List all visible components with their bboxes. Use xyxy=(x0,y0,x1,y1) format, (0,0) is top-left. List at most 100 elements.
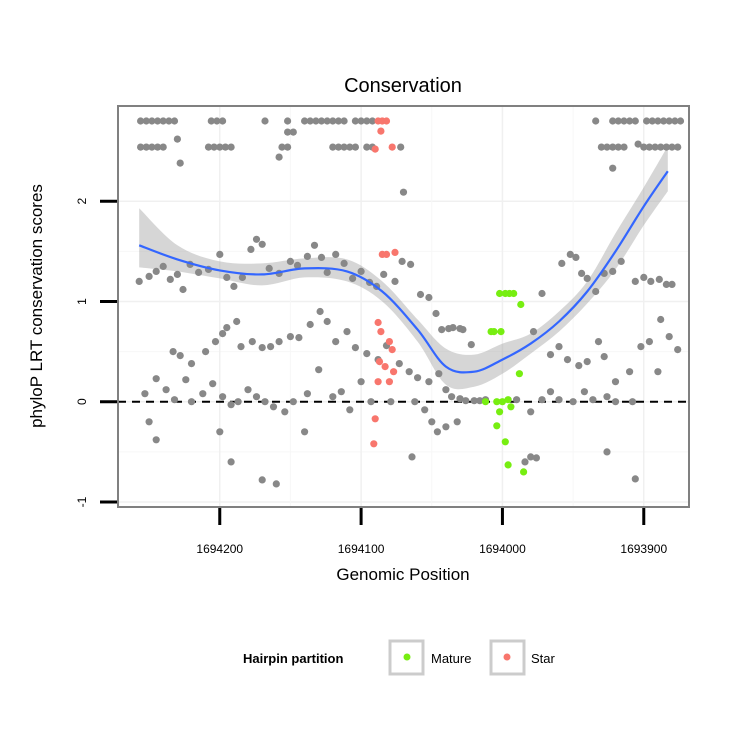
data-point-other xyxy=(351,344,359,352)
data-point-other xyxy=(407,260,415,268)
data-point-other xyxy=(620,117,628,125)
data-point-other xyxy=(609,143,617,151)
data-point-other xyxy=(317,117,326,125)
data-point-other xyxy=(660,117,668,125)
data-point-star xyxy=(377,127,385,135)
data-point-star xyxy=(388,346,396,354)
data-point-other xyxy=(199,390,207,398)
chart-title: Conservation xyxy=(344,75,462,97)
points-layer xyxy=(135,117,685,488)
data-point-mature xyxy=(496,289,504,298)
data-point-star xyxy=(377,328,385,336)
data-point-star xyxy=(382,250,391,258)
data-point-other xyxy=(303,390,311,398)
data-point-other xyxy=(668,280,676,288)
data-point-other xyxy=(173,270,181,278)
smooth-line-layer xyxy=(138,170,669,374)
data-point-other xyxy=(340,117,348,125)
data-point-star xyxy=(388,143,396,151)
data-point-other xyxy=(674,143,682,151)
data-point-other xyxy=(432,309,440,318)
data-point-other xyxy=(448,393,456,401)
data-point-other xyxy=(284,117,292,125)
data-point-other xyxy=(411,398,419,406)
data-point-other xyxy=(258,240,266,248)
data-point-other xyxy=(337,388,345,396)
data-point-other xyxy=(609,164,617,172)
data-point-other xyxy=(363,350,371,358)
data-point-other xyxy=(647,277,655,285)
data-point-other xyxy=(634,140,642,148)
data-point-other xyxy=(216,250,224,258)
data-point-other xyxy=(223,324,231,332)
data-point-other xyxy=(227,458,235,466)
data-point-other xyxy=(209,380,217,388)
legend-label-star: Star xyxy=(531,651,556,666)
data-point-other xyxy=(363,143,371,151)
data-point-other xyxy=(637,343,645,351)
data-point-other xyxy=(453,418,461,426)
data-point-mature xyxy=(497,328,505,336)
data-point-other xyxy=(278,143,286,151)
data-point-other xyxy=(223,273,231,281)
data-point-other xyxy=(421,406,429,414)
data-point-other xyxy=(611,398,620,406)
data-point-other xyxy=(611,378,620,386)
data-point-other xyxy=(609,117,617,125)
data-point-other xyxy=(334,117,343,125)
data-point-other xyxy=(170,117,179,125)
data-point-star xyxy=(390,368,398,376)
data-point-other xyxy=(316,307,324,316)
data-point-other xyxy=(187,398,196,406)
data-point-other xyxy=(597,143,606,151)
data-point-mature xyxy=(515,370,524,378)
data-point-other xyxy=(312,117,320,125)
data-point-other xyxy=(387,398,395,406)
data-point-other xyxy=(247,245,255,253)
data-point-other xyxy=(391,277,399,285)
data-point-mature xyxy=(493,422,501,430)
data-point-star xyxy=(381,363,389,371)
data-point-mature xyxy=(496,408,504,416)
data-point-other xyxy=(284,128,292,136)
data-point-other xyxy=(655,275,663,283)
data-point-other xyxy=(442,423,450,431)
data-point-other xyxy=(238,273,246,281)
data-point-other xyxy=(467,341,475,349)
data-point-other xyxy=(555,343,563,351)
data-point-other xyxy=(631,475,639,483)
data-point-other xyxy=(148,143,156,151)
data-point-mature xyxy=(517,300,525,309)
x-tick-label: 1694100 xyxy=(338,542,385,556)
data-point-other xyxy=(665,333,673,341)
data-point-other xyxy=(546,388,555,396)
data-point-other xyxy=(349,274,357,282)
data-point-other xyxy=(614,117,622,125)
data-point-other xyxy=(152,436,160,444)
data-point-other xyxy=(204,143,213,151)
data-point-other xyxy=(592,287,600,296)
data-point-other xyxy=(284,143,292,151)
data-point-other xyxy=(265,264,273,272)
data-point-other xyxy=(289,128,297,136)
data-point-other xyxy=(603,143,611,151)
data-point-other xyxy=(154,117,162,125)
data-point-other xyxy=(234,398,242,406)
data-point-other xyxy=(289,398,297,406)
data-point-other xyxy=(202,348,210,356)
data-point-other xyxy=(380,270,388,278)
data-point-other xyxy=(395,360,403,368)
data-point-other xyxy=(626,117,634,125)
data-point-other xyxy=(323,117,331,125)
data-point-other xyxy=(399,188,408,196)
data-point-other xyxy=(211,338,220,346)
data-point-other xyxy=(219,393,227,401)
data-point-mature xyxy=(493,398,501,406)
legend-marker-mature xyxy=(403,653,411,661)
data-point-other xyxy=(286,333,294,341)
data-point-other xyxy=(306,320,314,329)
confidence-band xyxy=(139,146,668,390)
y-axis: -1 0 1 2 xyxy=(75,198,117,507)
data-point-other xyxy=(538,289,546,298)
data-point-other xyxy=(301,428,309,436)
